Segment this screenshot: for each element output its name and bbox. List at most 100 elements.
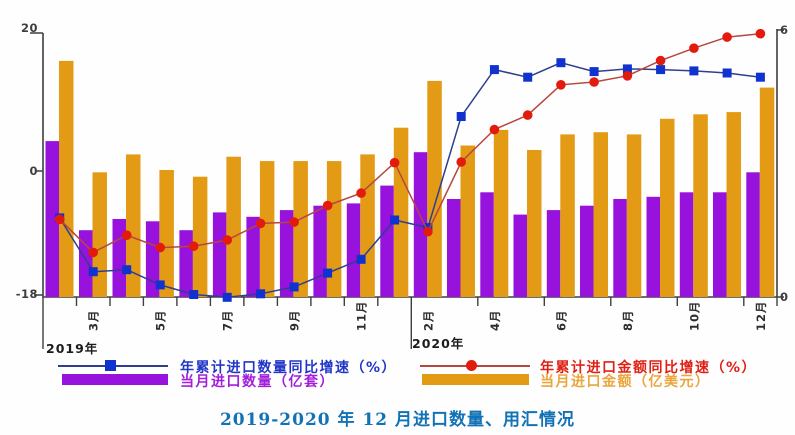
bar-amt-2020-6月 (560, 134, 575, 297)
bar-amt-2020-2月 (427, 80, 442, 298)
bar-qty-2019-9月 (279, 210, 294, 297)
bar-qty-2019-4月 (112, 219, 126, 297)
year-label-2019: 2019年 (46, 341, 99, 356)
marker-circle-icon (389, 157, 400, 168)
line-amt-growth (54, 28, 766, 258)
marker-circle-icon (589, 77, 599, 87)
marker-circle-icon (622, 71, 633, 81)
bar-amt-2020-8月 (626, 134, 642, 297)
marker-circle-icon (522, 110, 533, 120)
bar-amt-2019-11月 (360, 154, 375, 297)
bar-qty-2019-3月 (79, 230, 93, 297)
marker-circle-icon (188, 241, 199, 251)
marker-square-icon (323, 268, 333, 278)
legend-swatch-qty-bar (62, 374, 168, 385)
line-qty-growth-path (59, 61, 761, 299)
legend-label-qty-bar: 当月进口数量（亿套） (180, 374, 335, 390)
bar-qty-2019-10月 (313, 205, 327, 297)
marker-square-icon (689, 66, 699, 76)
bar-amt-2019-7月 (226, 156, 241, 297)
marker-circle-icon (755, 28, 766, 39)
marker-square-icon (489, 65, 499, 75)
marker-circle-icon (322, 200, 333, 211)
bar-qty-2020-10月 (679, 192, 694, 297)
bar-amt-2019-5月 (159, 170, 174, 297)
bar-qty-2020-9月 (646, 196, 660, 297)
bar-amt-2019-8月 (259, 161, 275, 297)
marker-square-icon (523, 72, 533, 82)
marker-square-icon (122, 265, 132, 275)
x-axis-labels: 3月 5月 7月 9月 11月 2月 4月 6月 8月 10月 12月 (87, 300, 768, 331)
marker-square-icon (88, 267, 98, 277)
marker-square-icon (356, 254, 366, 264)
bar-amt-2019-10月 (326, 161, 342, 297)
bar-amt-2019-3月 (92, 172, 107, 297)
marker-square-icon (222, 292, 232, 302)
marker-circle-icon (722, 32, 732, 42)
legend-circle-marker-icon (466, 360, 477, 371)
bar-qty-2020-5月 (513, 214, 527, 297)
marker-square-icon (155, 280, 165, 290)
x-label-2020-8月: 8月 (621, 309, 635, 331)
marker-circle-icon (54, 214, 65, 225)
x-label-2019-5月: 5月 (154, 309, 168, 331)
x-axis-ticks (42, 297, 778, 349)
bar-amt-2020-4月 (493, 129, 509, 297)
marker-square-icon (289, 282, 299, 292)
legend-label-qty-growth: 年累计进口数量同比增速（%） (180, 360, 398, 376)
marker-circle-icon (489, 124, 500, 135)
marker-square-icon (256, 289, 266, 299)
bar-qty-2019-5月 (145, 221, 160, 297)
bar-qty-2019-12月 (380, 185, 394, 297)
y-axis-right-label-6: 6 (780, 23, 789, 37)
bar-amt-2019-12月 (393, 127, 409, 297)
bar-qty-2020-2月 (413, 152, 428, 297)
bar-qty-2020-6月 (546, 210, 561, 297)
y-axis-right-label-0: 0 (780, 290, 789, 304)
x-label-2020-10月: 10月 (687, 300, 701, 331)
legend-label-amt-bar: 当月进口金额（亿美元） (540, 374, 711, 390)
marker-square-icon (589, 67, 599, 77)
bar-qty-2020-7月 (580, 205, 594, 297)
marker-square-icon (556, 58, 566, 68)
bar-qty-2019-2月 (45, 141, 59, 297)
chart-title: 2019-2020 年 12 月进口数量、用汇情况 (219, 410, 576, 430)
legend-square-marker-icon (105, 360, 116, 371)
y-axis-left-label-m18: -18 (15, 287, 38, 301)
bar-qty-2019-8月 (246, 216, 260, 297)
line-amt-growth-path (59, 32, 761, 254)
bar-amt-2020-9月 (660, 118, 675, 297)
bars-import-quantity (45, 141, 760, 297)
marker-square-icon (722, 68, 732, 78)
x-label-2019-3月: 3月 (87, 309, 101, 331)
marker-circle-icon (456, 157, 467, 167)
bar-amt-2019-2月 (59, 60, 74, 298)
x-label-2019-11月: 11月 (355, 300, 369, 331)
bar-amt-2019-9月 (293, 161, 308, 297)
bar-amt-2019-6月 (192, 176, 208, 297)
marker-square-icon (755, 72, 765, 82)
bar-qty-2019-6月 (179, 230, 193, 297)
axes (30, 29, 784, 349)
bar-amt-2020-11月 (726, 112, 741, 297)
bar-amt-2020-7月 (593, 132, 608, 297)
x-label-2019-9月: 9月 (288, 309, 302, 331)
x-label-2019-7月: 7月 (221, 309, 235, 331)
marker-circle-icon (423, 226, 433, 237)
marker-circle-icon (689, 43, 699, 53)
marker-square-icon (656, 65, 666, 75)
bar-amt-2020-10月 (693, 114, 708, 297)
bar-amt-2020-12月 (759, 87, 775, 297)
marker-circle-icon (356, 188, 366, 198)
axis-value-ticks (34, 29, 784, 298)
marker-circle-icon (655, 55, 666, 66)
marker-circle-icon (289, 217, 299, 227)
y-axis-left-label-0: 0 (29, 164, 38, 178)
year-label-2020: 2020年 (412, 336, 465, 351)
legend-swatch-amt-bar (422, 374, 529, 385)
marker-circle-icon (88, 247, 98, 258)
y-axis-left-label-20: 20 (20, 21, 38, 35)
x-label-2020-6月: 6月 (554, 309, 568, 331)
marker-square-icon (390, 215, 400, 225)
